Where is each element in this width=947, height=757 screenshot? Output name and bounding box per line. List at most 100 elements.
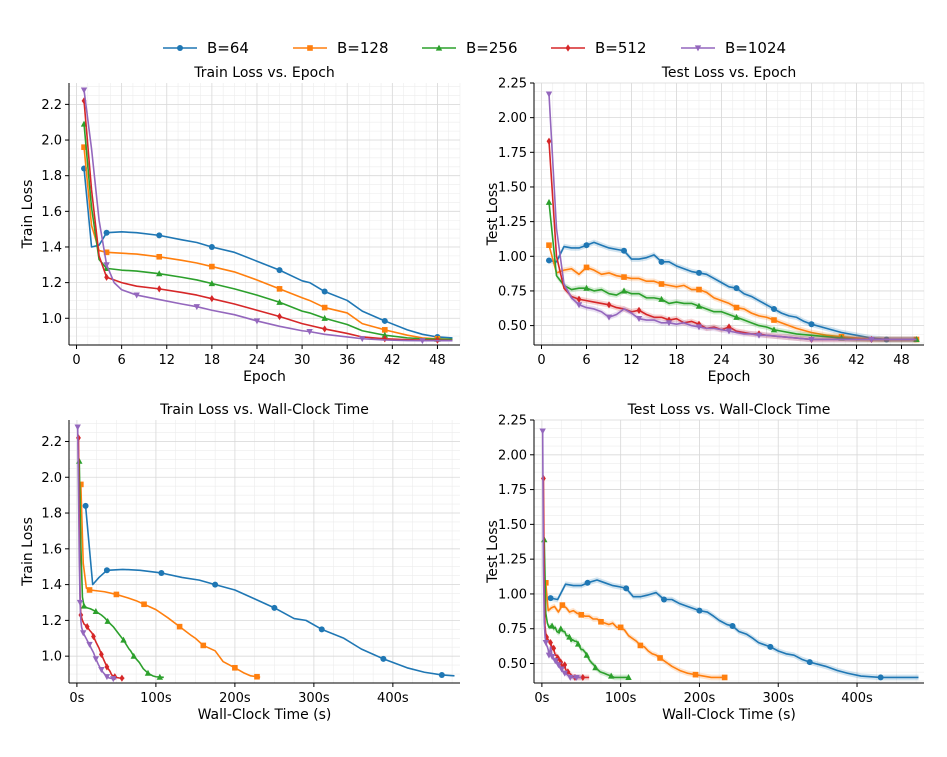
data-point <box>546 242 552 248</box>
data-point <box>539 428 546 435</box>
series-b-128 <box>543 580 728 681</box>
data-point <box>808 321 815 328</box>
data-point <box>555 662 562 669</box>
data-point <box>92 656 100 663</box>
data-point <box>81 144 87 150</box>
data-point <box>98 650 104 658</box>
data-point <box>86 587 93 593</box>
data-point <box>551 644 557 652</box>
data-point <box>580 673 586 682</box>
data-point <box>625 674 632 681</box>
data-point <box>271 604 278 611</box>
y-tick-label: 0.50 <box>498 319 527 334</box>
data-point <box>546 137 552 145</box>
data-point <box>91 632 96 641</box>
y-tick-label: 1.4 <box>41 240 62 255</box>
data-point <box>209 295 215 303</box>
series-line <box>83 168 453 339</box>
chart-title: Test Loss vs. Epoch <box>661 65 797 81</box>
data-point <box>82 502 89 509</box>
legend-marker <box>177 45 183 51</box>
data-point <box>575 302 583 309</box>
legend-label: B=1024 <box>725 39 786 57</box>
legend-marker <box>307 45 313 51</box>
y-tick-label: 2.2 <box>41 435 62 450</box>
data-point <box>76 599 84 606</box>
legend-label: B=256 <box>466 39 518 57</box>
x-tick-label: 100s <box>605 691 637 706</box>
data-point <box>578 612 585 618</box>
y-tick-label: 2.2 <box>41 98 62 113</box>
x-tick-label: 36 <box>339 353 356 368</box>
y-tick-label: 2.0 <box>41 134 62 149</box>
data-point <box>545 91 553 98</box>
data-point <box>808 336 815 343</box>
data-point <box>561 670 568 677</box>
data-point <box>696 286 702 293</box>
data-point <box>559 602 566 608</box>
data-point <box>306 329 313 336</box>
data-point <box>658 281 665 287</box>
x-tick-label: 200s <box>684 691 716 706</box>
data-point <box>110 676 117 683</box>
x-tick-label: 200s <box>219 691 251 706</box>
data-point <box>438 671 445 678</box>
data-point <box>635 316 643 323</box>
x-tick-label: 48 <box>893 353 910 368</box>
plot-area <box>80 87 453 345</box>
plot-area <box>74 424 455 683</box>
data-point <box>200 642 207 649</box>
data-point <box>695 324 703 331</box>
y-tick-label: 1.8 <box>41 169 62 184</box>
series-b-1024 <box>539 428 582 681</box>
x-tick-label: 6 <box>582 353 590 368</box>
data-point <box>620 287 628 294</box>
data-point <box>562 661 568 669</box>
y-tick-label: 1.6 <box>41 542 62 557</box>
data-point <box>156 285 162 293</box>
data-point <box>770 326 778 333</box>
panel-train-loss-vs-epoch: 0 6 12 18 24 30 36 42 48 1.0 1.2 1.4 1.6 1.8 2.0 2.2 Tra… <box>20 65 461 385</box>
data-point <box>176 623 183 630</box>
data-point <box>583 264 590 271</box>
y-tick-label: 2.00 <box>498 448 527 463</box>
data-point <box>547 595 554 602</box>
data-point <box>209 263 215 270</box>
data-point <box>592 664 599 671</box>
x-tick-label: 0 <box>537 353 545 368</box>
series-b-64 <box>81 165 453 340</box>
series-line <box>77 437 125 680</box>
data-point <box>658 295 665 302</box>
y-tick-label: 1.0 <box>41 312 62 327</box>
x-tick-label: 400s <box>377 691 409 706</box>
data-point <box>755 332 763 339</box>
chart-title: Train Loss vs. Epoch <box>193 65 335 81</box>
x-axis-label: Epoch <box>243 369 286 385</box>
x-tick-label: 300s <box>762 691 794 706</box>
data-point <box>254 673 260 680</box>
data-point <box>103 567 110 574</box>
series-line <box>76 427 117 680</box>
data-point <box>232 664 238 671</box>
y-tick-label: 1.2 <box>41 614 62 629</box>
series-b-1024 <box>74 424 117 683</box>
data-point <box>277 312 282 321</box>
legend-label: B=512 <box>595 39 647 57</box>
data-point <box>806 659 813 666</box>
x-tick-label: 0s <box>534 691 549 706</box>
legend: B=64 B=128 B=256 B=512 B=1024 <box>163 39 786 57</box>
x-tick-label: 400s <box>841 691 873 706</box>
x-tick-label: 0s <box>69 691 84 706</box>
data-point <box>729 622 736 629</box>
y-tick-label: 2.25 <box>498 414 527 429</box>
y-axis-label: Test Loss <box>485 520 501 584</box>
data-point <box>78 481 84 488</box>
y-tick-label: 1.75 <box>498 146 527 161</box>
legend-label: B=128 <box>337 39 389 57</box>
legend-item-b-512: B=512 <box>551 39 647 57</box>
series-b-64 <box>547 577 919 681</box>
data-point <box>733 313 740 320</box>
data-point <box>617 624 624 631</box>
data-point <box>156 673 164 680</box>
data-point <box>253 318 261 325</box>
